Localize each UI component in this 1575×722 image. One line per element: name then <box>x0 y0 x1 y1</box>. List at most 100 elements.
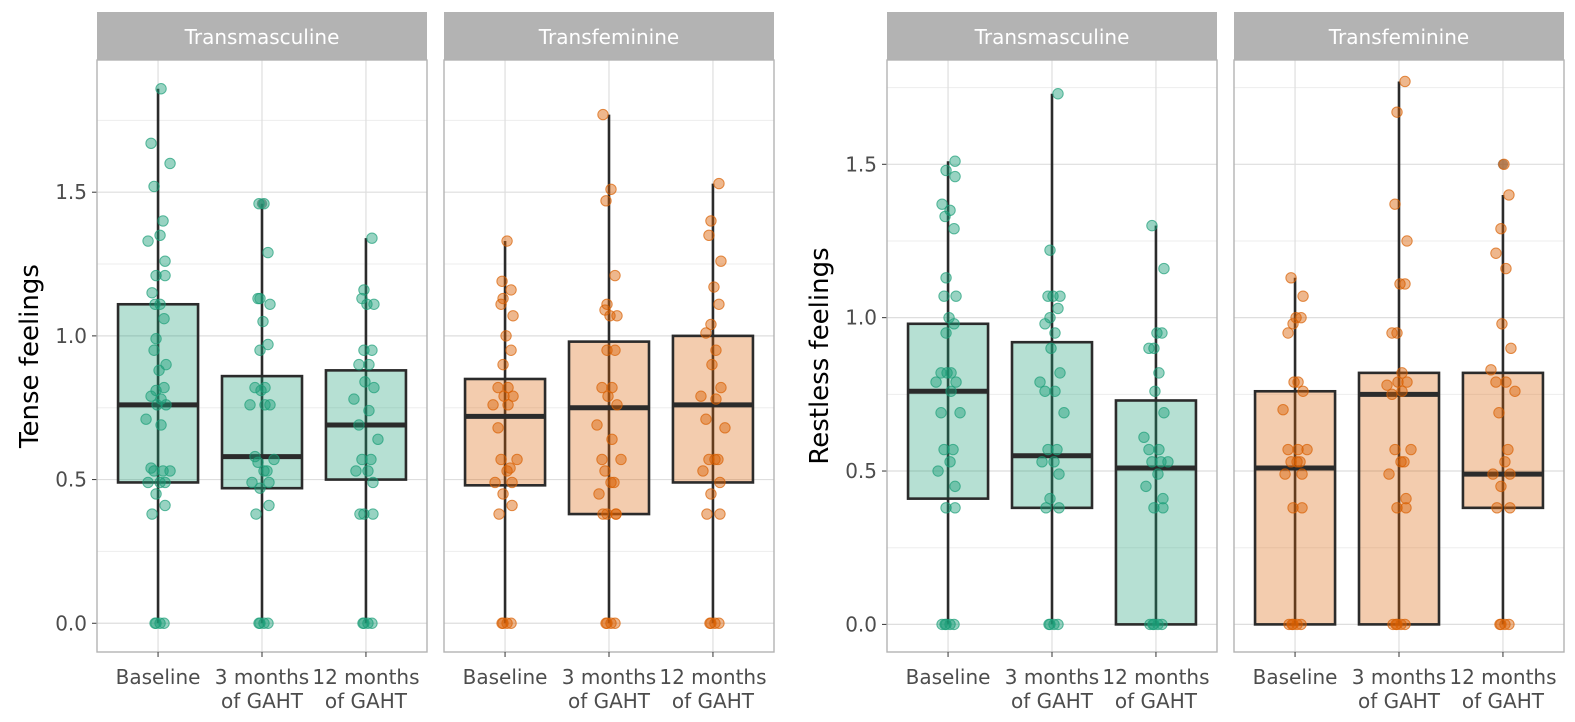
data-point <box>608 476 620 489</box>
data-point <box>145 137 157 150</box>
box-group <box>1253 272 1337 631</box>
data-point <box>1400 492 1412 505</box>
data-point <box>593 488 605 500</box>
data-point <box>1034 376 1046 388</box>
data-point <box>1282 443 1294 456</box>
box-group <box>463 235 547 629</box>
data-point <box>949 480 961 493</box>
data-point <box>1292 376 1304 388</box>
data-point <box>950 376 962 388</box>
data-point <box>150 269 162 282</box>
data-point <box>940 272 952 284</box>
data-point <box>1296 502 1308 514</box>
data-point <box>1285 272 1297 284</box>
data-point <box>1500 376 1512 388</box>
y-tick-label: 0.5 <box>55 468 87 492</box>
data-point <box>506 499 518 512</box>
data-point <box>599 465 611 477</box>
box-group <box>324 232 408 629</box>
data-point <box>1301 443 1313 456</box>
data-point <box>504 462 516 474</box>
outlier-point <box>1497 159 1509 170</box>
data-point <box>1048 456 1060 468</box>
data-point <box>1496 318 1508 330</box>
data-point <box>500 330 512 342</box>
box-body <box>1010 340 1094 510</box>
y-tick-label: 0.0 <box>55 611 87 635</box>
x-tick-label: of GAHT <box>1462 689 1545 713</box>
x-tick-label: of GAHT <box>672 689 755 713</box>
data-point <box>1042 443 1054 456</box>
x-tick-label: of GAHT <box>221 689 304 713</box>
data-point <box>348 393 360 405</box>
data-point <box>487 399 499 411</box>
data-point <box>1391 327 1403 339</box>
data-point <box>254 292 266 305</box>
data-point <box>507 390 519 402</box>
facet-strip <box>97 12 427 60</box>
data-point <box>609 617 621 629</box>
data-point <box>1158 262 1170 275</box>
data-point <box>1491 502 1503 514</box>
data-point <box>140 413 152 425</box>
data-point <box>505 617 517 629</box>
data-point <box>944 204 956 217</box>
data-point <box>1294 456 1306 468</box>
data-point <box>1052 88 1064 100</box>
data-point <box>154 229 166 242</box>
data-point <box>264 399 276 411</box>
data-point <box>160 358 172 371</box>
data-point <box>941 367 953 379</box>
data-point <box>1287 502 1299 514</box>
data-point <box>948 618 960 631</box>
data-point <box>1058 407 1070 419</box>
data-point <box>263 476 275 489</box>
data-point <box>1288 376 1300 388</box>
x-tick-label: 3 months <box>1352 665 1446 689</box>
data-point <box>1296 468 1308 480</box>
data-point <box>1509 385 1521 397</box>
data-point <box>601 344 613 356</box>
data-point <box>1277 403 1289 416</box>
data-point <box>258 197 270 210</box>
data-point <box>938 290 950 302</box>
data-point <box>610 508 622 520</box>
data-point <box>497 358 509 371</box>
data-point <box>158 312 170 325</box>
data-point <box>1396 367 1408 379</box>
data-point <box>158 617 170 629</box>
data-point <box>1389 443 1401 456</box>
x-tick-label: 3 months <box>1005 665 1099 689</box>
data-point <box>700 413 712 425</box>
data-point <box>366 617 378 629</box>
data-point <box>362 465 374 477</box>
box-body <box>1253 389 1337 626</box>
x-tick-label: of GAHT <box>1011 689 1094 713</box>
data-point <box>502 381 514 394</box>
data-point <box>1290 311 1302 324</box>
data-point <box>1291 456 1303 468</box>
data-point <box>159 255 171 267</box>
data-point <box>257 315 269 328</box>
data-point <box>507 310 519 322</box>
x-tick-label: 12 months <box>659 665 766 689</box>
data-point <box>945 385 957 397</box>
data-point <box>497 292 509 305</box>
data-point <box>1152 468 1164 480</box>
data-point <box>1287 318 1299 330</box>
facet-strip <box>1234 12 1564 60</box>
data-point <box>151 399 163 411</box>
data-point <box>930 376 942 388</box>
box-group <box>116 83 200 629</box>
data-point <box>148 180 160 193</box>
data-point <box>1292 443 1304 456</box>
data-point <box>713 298 725 310</box>
data-point <box>353 358 365 371</box>
data-point <box>363 358 375 371</box>
data-point <box>264 298 276 310</box>
x-tick-label: of GAHT <box>568 689 651 713</box>
